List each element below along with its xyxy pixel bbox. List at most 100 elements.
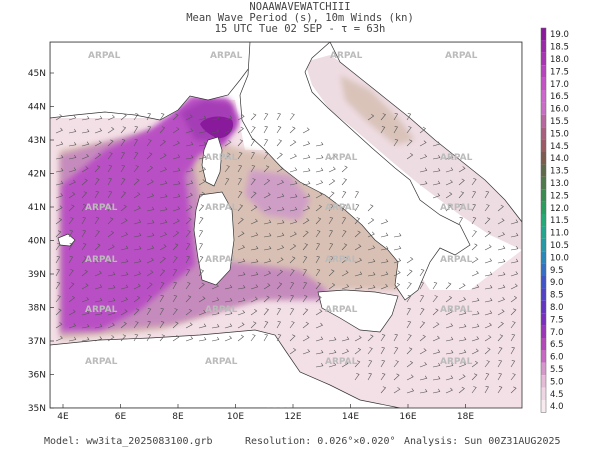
wind-barb (289, 269, 295, 277)
wind-barb (120, 204, 127, 212)
wind-barb (289, 194, 298, 199)
wind-barb (276, 282, 283, 290)
svg-text:ARPAL: ARPAL (265, 407, 298, 417)
wind-barb (133, 258, 142, 264)
lon-tick-label: 8E (172, 412, 184, 422)
wind-barb (354, 373, 360, 381)
wind-barb (497, 232, 505, 238)
wind-barb (406, 257, 414, 264)
wind-barb (107, 204, 113, 212)
colorbar-label: 17.5 (550, 67, 569, 77)
colorbar-label: 12.0 (550, 204, 569, 214)
wind-barb (445, 179, 453, 186)
colorbar-label: 12.5 (550, 191, 569, 201)
mauve-field-tyrrhenian (245, 170, 310, 220)
wind-barb (133, 178, 140, 186)
wind-barb (406, 321, 412, 329)
wind-barb (341, 243, 348, 251)
wind-barb (133, 271, 142, 277)
wind-barb (393, 334, 398, 342)
wind-barb (302, 295, 308, 303)
wind-barb (471, 243, 478, 251)
wind-barb (185, 167, 194, 173)
wind-barb (328, 269, 335, 277)
wind-barb (458, 386, 465, 394)
wind-barb (432, 167, 441, 173)
wind-barb (107, 152, 113, 160)
wind-barb (458, 336, 467, 342)
wind-barb (224, 165, 230, 173)
wind-barb (224, 178, 230, 186)
wind-barb (289, 113, 295, 121)
wind-barb (367, 272, 376, 277)
wind-barb (276, 179, 285, 186)
colorbar-swatch (541, 263, 546, 276)
svg-text:ARPAL: ARPAL (205, 255, 238, 265)
lat-tick-label: 41N (28, 203, 46, 213)
wind-barb (289, 219, 298, 225)
wind-barb (484, 373, 490, 381)
wind-barb (315, 322, 323, 329)
wind-barb (380, 113, 386, 121)
wind-barb (315, 362, 324, 368)
wind-barb (81, 128, 90, 134)
wind-barb (432, 376, 441, 381)
wind-barb (276, 166, 284, 173)
wind-barb (107, 258, 116, 264)
lat-tick-label: 44N (28, 103, 46, 113)
wind-barb (250, 191, 257, 199)
wind-barb (185, 192, 193, 199)
wind-barb (445, 154, 454, 160)
wind-barb (146, 295, 152, 303)
wind-barb (484, 335, 492, 342)
wind-barb (302, 205, 310, 212)
wind-barb (380, 283, 389, 290)
wind-barb (354, 204, 360, 212)
wind-barb (510, 373, 516, 381)
colorbar-label: 14.5 (550, 142, 569, 152)
wind-barb (198, 167, 206, 173)
wind-barb (94, 270, 102, 277)
wind-barb (250, 152, 255, 160)
wind-barb (172, 282, 177, 290)
wind-barb (484, 347, 491, 355)
lat-tick-label: 36N (28, 371, 46, 381)
wind-barb (419, 388, 428, 394)
lon-tick-label: 12E (284, 412, 301, 422)
wind-barb (68, 295, 76, 303)
wind-barb (250, 178, 256, 186)
wind-barb (224, 297, 233, 303)
wind-barb (237, 191, 243, 199)
wind-barb (81, 166, 89, 173)
wind-barb (94, 284, 103, 290)
wind-barb (354, 271, 363, 277)
wind-barb (380, 219, 389, 225)
wind-barbs (55, 113, 519, 394)
wind-barb (302, 256, 308, 264)
wind-barb (393, 113, 399, 121)
wind-barb (458, 204, 464, 212)
wind-barb (445, 336, 454, 342)
wind-barb (276, 219, 285, 225)
wind-barb (510, 295, 518, 303)
svg-text:ARPAL: ARPAL (325, 305, 358, 315)
map-valid-time: 15 UTC Tue 02 SEP - τ = 63h (214, 23, 386, 35)
wind-barb (185, 282, 191, 290)
wind-barb (302, 269, 307, 277)
wind-barb (172, 193, 181, 199)
svg-text:ARPAL: ARPAL (85, 203, 118, 213)
wind-barb (393, 387, 401, 394)
wind-barb (289, 243, 297, 251)
wind-barb (237, 114, 245, 121)
arpal-watermarks: ARPAL ARPAL ARPAL ARPAL ARPAL ARPAL ARPA… (85, 51, 478, 417)
wind-barb (237, 152, 243, 160)
wind-barb (55, 193, 64, 199)
wind-barb (237, 258, 246, 264)
wind-barb (146, 334, 152, 342)
wind-barb (289, 153, 297, 160)
wind-barb (406, 360, 414, 368)
wind-barb (315, 243, 321, 251)
colorbar-label: 11.5 (550, 216, 569, 226)
wind-barb (289, 180, 298, 186)
wind-barb (484, 297, 493, 303)
